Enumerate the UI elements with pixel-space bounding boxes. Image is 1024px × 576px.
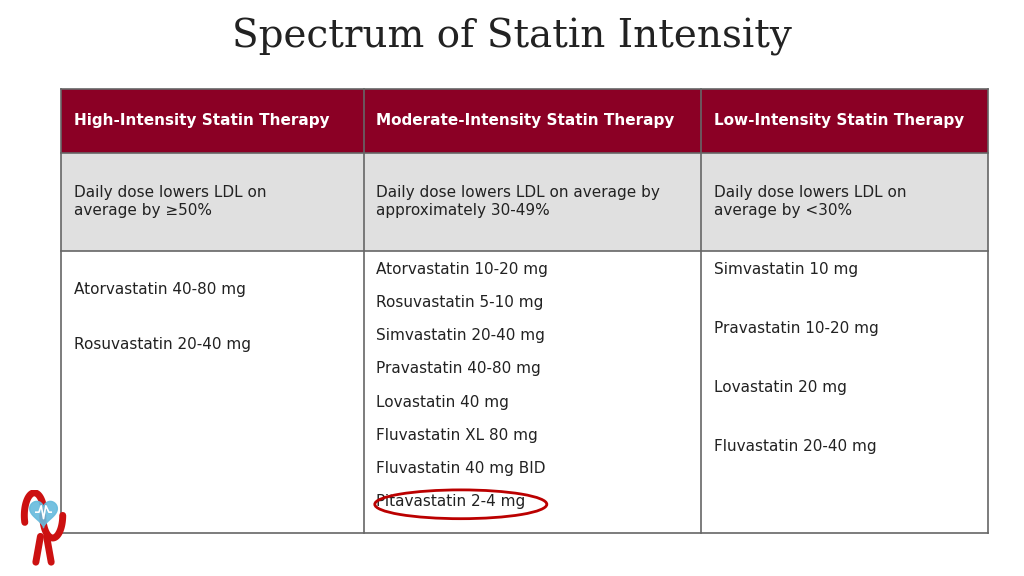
Text: Daily dose lowers LDL on average by
approximately 30-49%: Daily dose lowers LDL on average by appr… [376,185,659,218]
Text: Fluvastatin 20-40 mg: Fluvastatin 20-40 mg [714,439,877,454]
Text: Rosuvastatin 20-40 mg: Rosuvastatin 20-40 mg [74,337,251,352]
Text: High-Intensity Statin Therapy: High-Intensity Statin Therapy [74,113,330,128]
Text: Fluvastatin 40 mg BID: Fluvastatin 40 mg BID [376,461,546,476]
Text: Moderate-Intensity Statin Therapy: Moderate-Intensity Statin Therapy [376,113,674,128]
FancyBboxPatch shape [61,153,364,251]
Text: Lovastatin 20 mg: Lovastatin 20 mg [714,380,847,395]
Polygon shape [30,501,57,528]
FancyBboxPatch shape [701,153,988,251]
Text: Low-Intensity Statin Therapy: Low-Intensity Statin Therapy [714,113,964,128]
Text: Fluvastatin XL 80 mg: Fluvastatin XL 80 mg [376,427,538,443]
Text: Pravastatin 10-20 mg: Pravastatin 10-20 mg [714,321,879,336]
FancyBboxPatch shape [701,251,988,533]
Text: Atorvastatin 40-80 mg: Atorvastatin 40-80 mg [74,282,246,297]
Text: Rosuvastatin 5-10 mg: Rosuvastatin 5-10 mg [376,295,543,310]
Text: Daily dose lowers LDL on
average by <30%: Daily dose lowers LDL on average by <30% [714,185,906,218]
Text: Atorvastatin 10-20 mg: Atorvastatin 10-20 mg [376,262,548,277]
Text: Simvastatin 20-40 mg: Simvastatin 20-40 mg [376,328,545,343]
Text: Pravastatin 40-80 mg: Pravastatin 40-80 mg [376,362,541,377]
FancyBboxPatch shape [364,251,701,533]
Text: Lovastatin 40 mg: Lovastatin 40 mg [376,395,509,410]
FancyBboxPatch shape [364,153,701,251]
FancyBboxPatch shape [61,251,364,533]
FancyBboxPatch shape [364,89,701,153]
Text: Simvastatin 10 mg: Simvastatin 10 mg [714,262,858,277]
Text: Pitavastatin 2-4 mg: Pitavastatin 2-4 mg [376,494,525,509]
Text: Spectrum of Statin Intensity: Spectrum of Statin Intensity [232,18,792,56]
FancyBboxPatch shape [701,89,988,153]
Text: Daily dose lowers LDL on
average by ≥50%: Daily dose lowers LDL on average by ≥50% [74,185,266,218]
FancyBboxPatch shape [61,89,364,153]
